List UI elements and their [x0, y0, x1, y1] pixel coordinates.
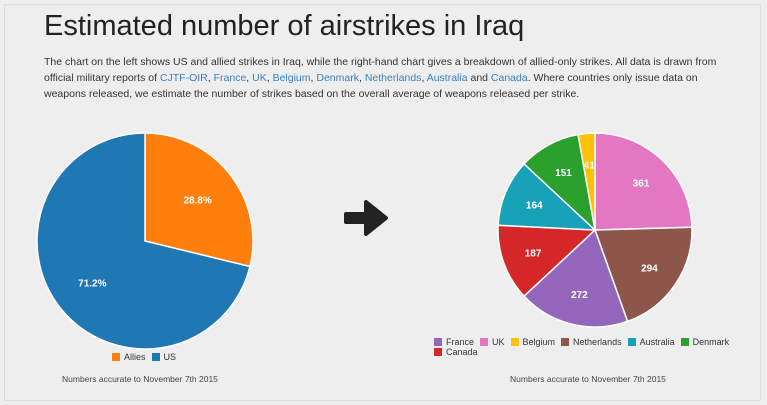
data-label-australia: 164 [526, 200, 543, 211]
legend-swatch-allies [112, 353, 120, 361]
data-label-us: 71.2% [78, 278, 106, 289]
legend-label-netherlands: Netherlands [573, 337, 622, 347]
pie-slice-france [522, 228, 629, 328]
legend-allies-breakdown: France UK Belgium Netherlands Australia Denma… [434, 337, 764, 357]
legend-item-allies: Allies [112, 352, 146, 362]
data-label-denmark: 151 [555, 168, 572, 179]
legend-item-canada: Canada [434, 347, 478, 357]
link-netherlands[interactable]: Netherlands [364, 72, 422, 84]
legend-label-belgium: Belgium [522, 337, 556, 347]
legend-label-denmark: Denmark [692, 337, 730, 347]
legend-swatch-us [151, 353, 160, 361]
note-right: Numbers accurate to November 7th 2015 [510, 374, 666, 384]
data-label-belgium: 41 [584, 160, 596, 171]
link-australia[interactable]: Australia [426, 72, 468, 84]
legend-item-netherlands: Netherlands [561, 337, 622, 347]
legend-label-uk: UK [492, 337, 505, 347]
link-france[interactable]: France [213, 72, 247, 84]
legend-label-australia: Australia [639, 337, 675, 347]
link-belgium[interactable]: Belgium [272, 72, 311, 84]
data-label-netherlands: 294 [641, 263, 658, 274]
legend-swatch-australia [627, 338, 636, 346]
legend-swatch-denmark [680, 338, 689, 346]
intro-paragraph: The chart on the left shows US and allie… [44, 56, 717, 100]
data-label-uk: 361 [633, 179, 650, 190]
legend-swatch-belgium [510, 338, 519, 346]
pie-slice-australia [497, 162, 598, 231]
legend-label-canada: Canada [446, 347, 478, 357]
right-arrow-icon [340, 192, 392, 244]
note-left: Numbers accurate to November 7th 2015 [62, 374, 218, 384]
legend-swatch-uk [480, 338, 489, 346]
legend-label-allies: Allies [124, 352, 146, 362]
page-title: Estimated number of airstrikes in Iraq [44, 10, 525, 42]
pie-slice-us [36, 132, 251, 350]
legend-swatch-canada [434, 348, 442, 356]
legend-item-us: US [151, 352, 177, 362]
legend-swatch-france [434, 338, 442, 346]
pie-slice-belgium [577, 132, 596, 231]
pie-slice-uk [594, 132, 693, 231]
link-denmark[interactable]: Denmark [316, 72, 359, 84]
pie-chart-allies-breakdown: 361 294 272 187 164 151 41 [497, 132, 693, 328]
legend-item-france: France [434, 337, 474, 347]
legend-item-uk: UK [480, 337, 505, 347]
data-label-allies: 28.8% [183, 196, 211, 207]
link-canada[interactable]: Canada [490, 72, 528, 84]
intro-text-1: The chart on the left shows US and allie… [44, 56, 717, 84]
legend-item-belgium: Belgium [510, 337, 556, 347]
data-label-canada: 187 [525, 249, 542, 260]
pie-slice-allies [144, 132, 254, 268]
link-uk[interactable]: UK [252, 72, 267, 84]
legend-us-allies: Allies US [112, 352, 182, 362]
legend-label-france: France [446, 337, 475, 347]
legend-item-denmark: Denmark [680, 337, 730, 347]
link-cjtf-oir[interactable]: CJTF-OIR [159, 72, 208, 84]
legend-item-australia: Australia [627, 337, 675, 347]
page-frame [4, 4, 761, 401]
intro-text-2: . Where countries only issue data on wea… [44, 72, 698, 100]
pie-slice-canada [497, 224, 597, 298]
data-label-france: 272 [571, 290, 588, 301]
legend-label-us: US [163, 352, 177, 362]
legend-swatch-netherlands [561, 338, 570, 346]
pie-chart-us-allies: 28.8% 71.2% [36, 132, 254, 350]
